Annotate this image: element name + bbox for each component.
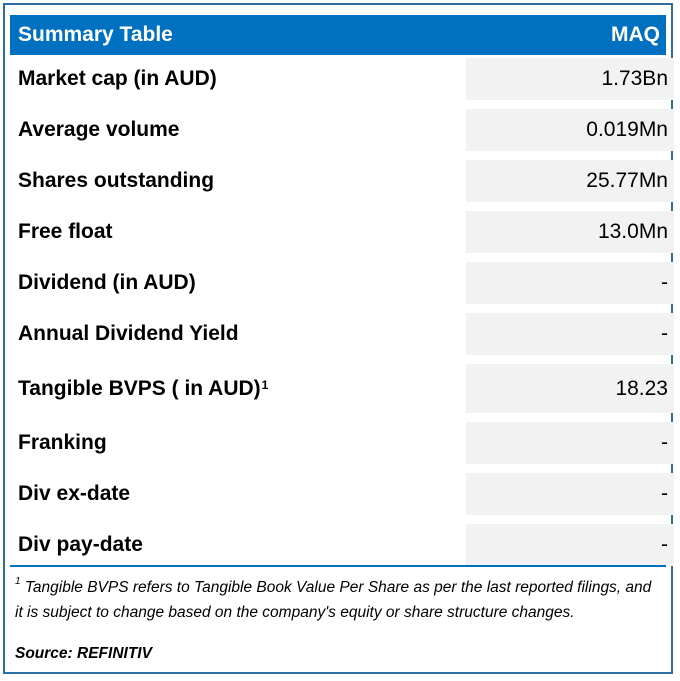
row-label: Annual Dividend Yield: [18, 322, 239, 345]
row-value: 0.019Mn: [466, 109, 674, 151]
row-label: Average volume: [18, 118, 180, 141]
row-label: Shares outstanding: [18, 169, 215, 192]
row-label-text: Tangible BVPS ( in AUD): [18, 376, 261, 400]
row-label: Market cap (in AUD): [18, 67, 217, 90]
table-row: Annual Dividend Yield -: [10, 313, 674, 355]
row-label: Tangible BVPS ( in AUD) 1: [10, 364, 456, 413]
row-value: -: [466, 262, 674, 304]
footnote-marker: 1: [261, 377, 269, 392]
row-label: Div ex-date: [18, 482, 131, 505]
table-row: Free float 13.0Mn: [10, 211, 674, 253]
footnote-divider: [10, 565, 666, 567]
row-label: Div pay-date: [18, 533, 143, 556]
row-value: -: [466, 473, 674, 515]
table-title: Summary Table: [18, 23, 173, 46]
table-row: Tangible BVPS ( in AUD) 1 18.23: [10, 364, 674, 413]
row-label: Free float: [18, 220, 113, 243]
table-row: Div pay-date -: [10, 524, 674, 566]
row-value: -: [466, 313, 674, 355]
row-value: 13.0Mn: [466, 211, 674, 253]
row-value: -: [466, 422, 674, 464]
row-value: 1.73Bn: [466, 58, 674, 100]
row-label: Franking: [18, 431, 107, 454]
footnote-number: 1: [15, 576, 21, 587]
table-row: Market cap (in AUD) 1.73Bn: [10, 58, 674, 100]
table-row: Dividend (in AUD) -: [10, 262, 674, 304]
row-label: Dividend (in AUD): [18, 271, 196, 294]
summary-rows: Market cap (in AUD) 1.73Bn Average volum…: [10, 58, 674, 575]
table-row: Average volume 0.019Mn: [10, 109, 674, 151]
ticker-label: MAQ: [611, 23, 660, 46]
row-value: -: [466, 524, 674, 566]
row-value: 18.23: [466, 364, 674, 413]
row-value: 25.77Mn: [466, 160, 674, 202]
table-row: Shares outstanding 25.77Mn: [10, 160, 674, 202]
source-line: Source: REFINITIV: [15, 645, 152, 662]
footnote: 1 Tangible BVPS refers to Tangible Book …: [15, 571, 660, 625]
table-header: Summary Table MAQ: [10, 15, 666, 55]
table-row: Franking -: [10, 422, 674, 464]
table-row: Div ex-date -: [10, 473, 674, 515]
footnote-text: Tangible BVPS refers to Tangible Book Va…: [15, 579, 652, 622]
